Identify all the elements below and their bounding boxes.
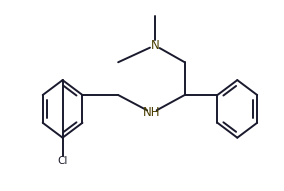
Text: NH: NH: [143, 106, 161, 119]
Text: Cl: Cl: [57, 155, 68, 166]
Text: N: N: [151, 39, 159, 52]
